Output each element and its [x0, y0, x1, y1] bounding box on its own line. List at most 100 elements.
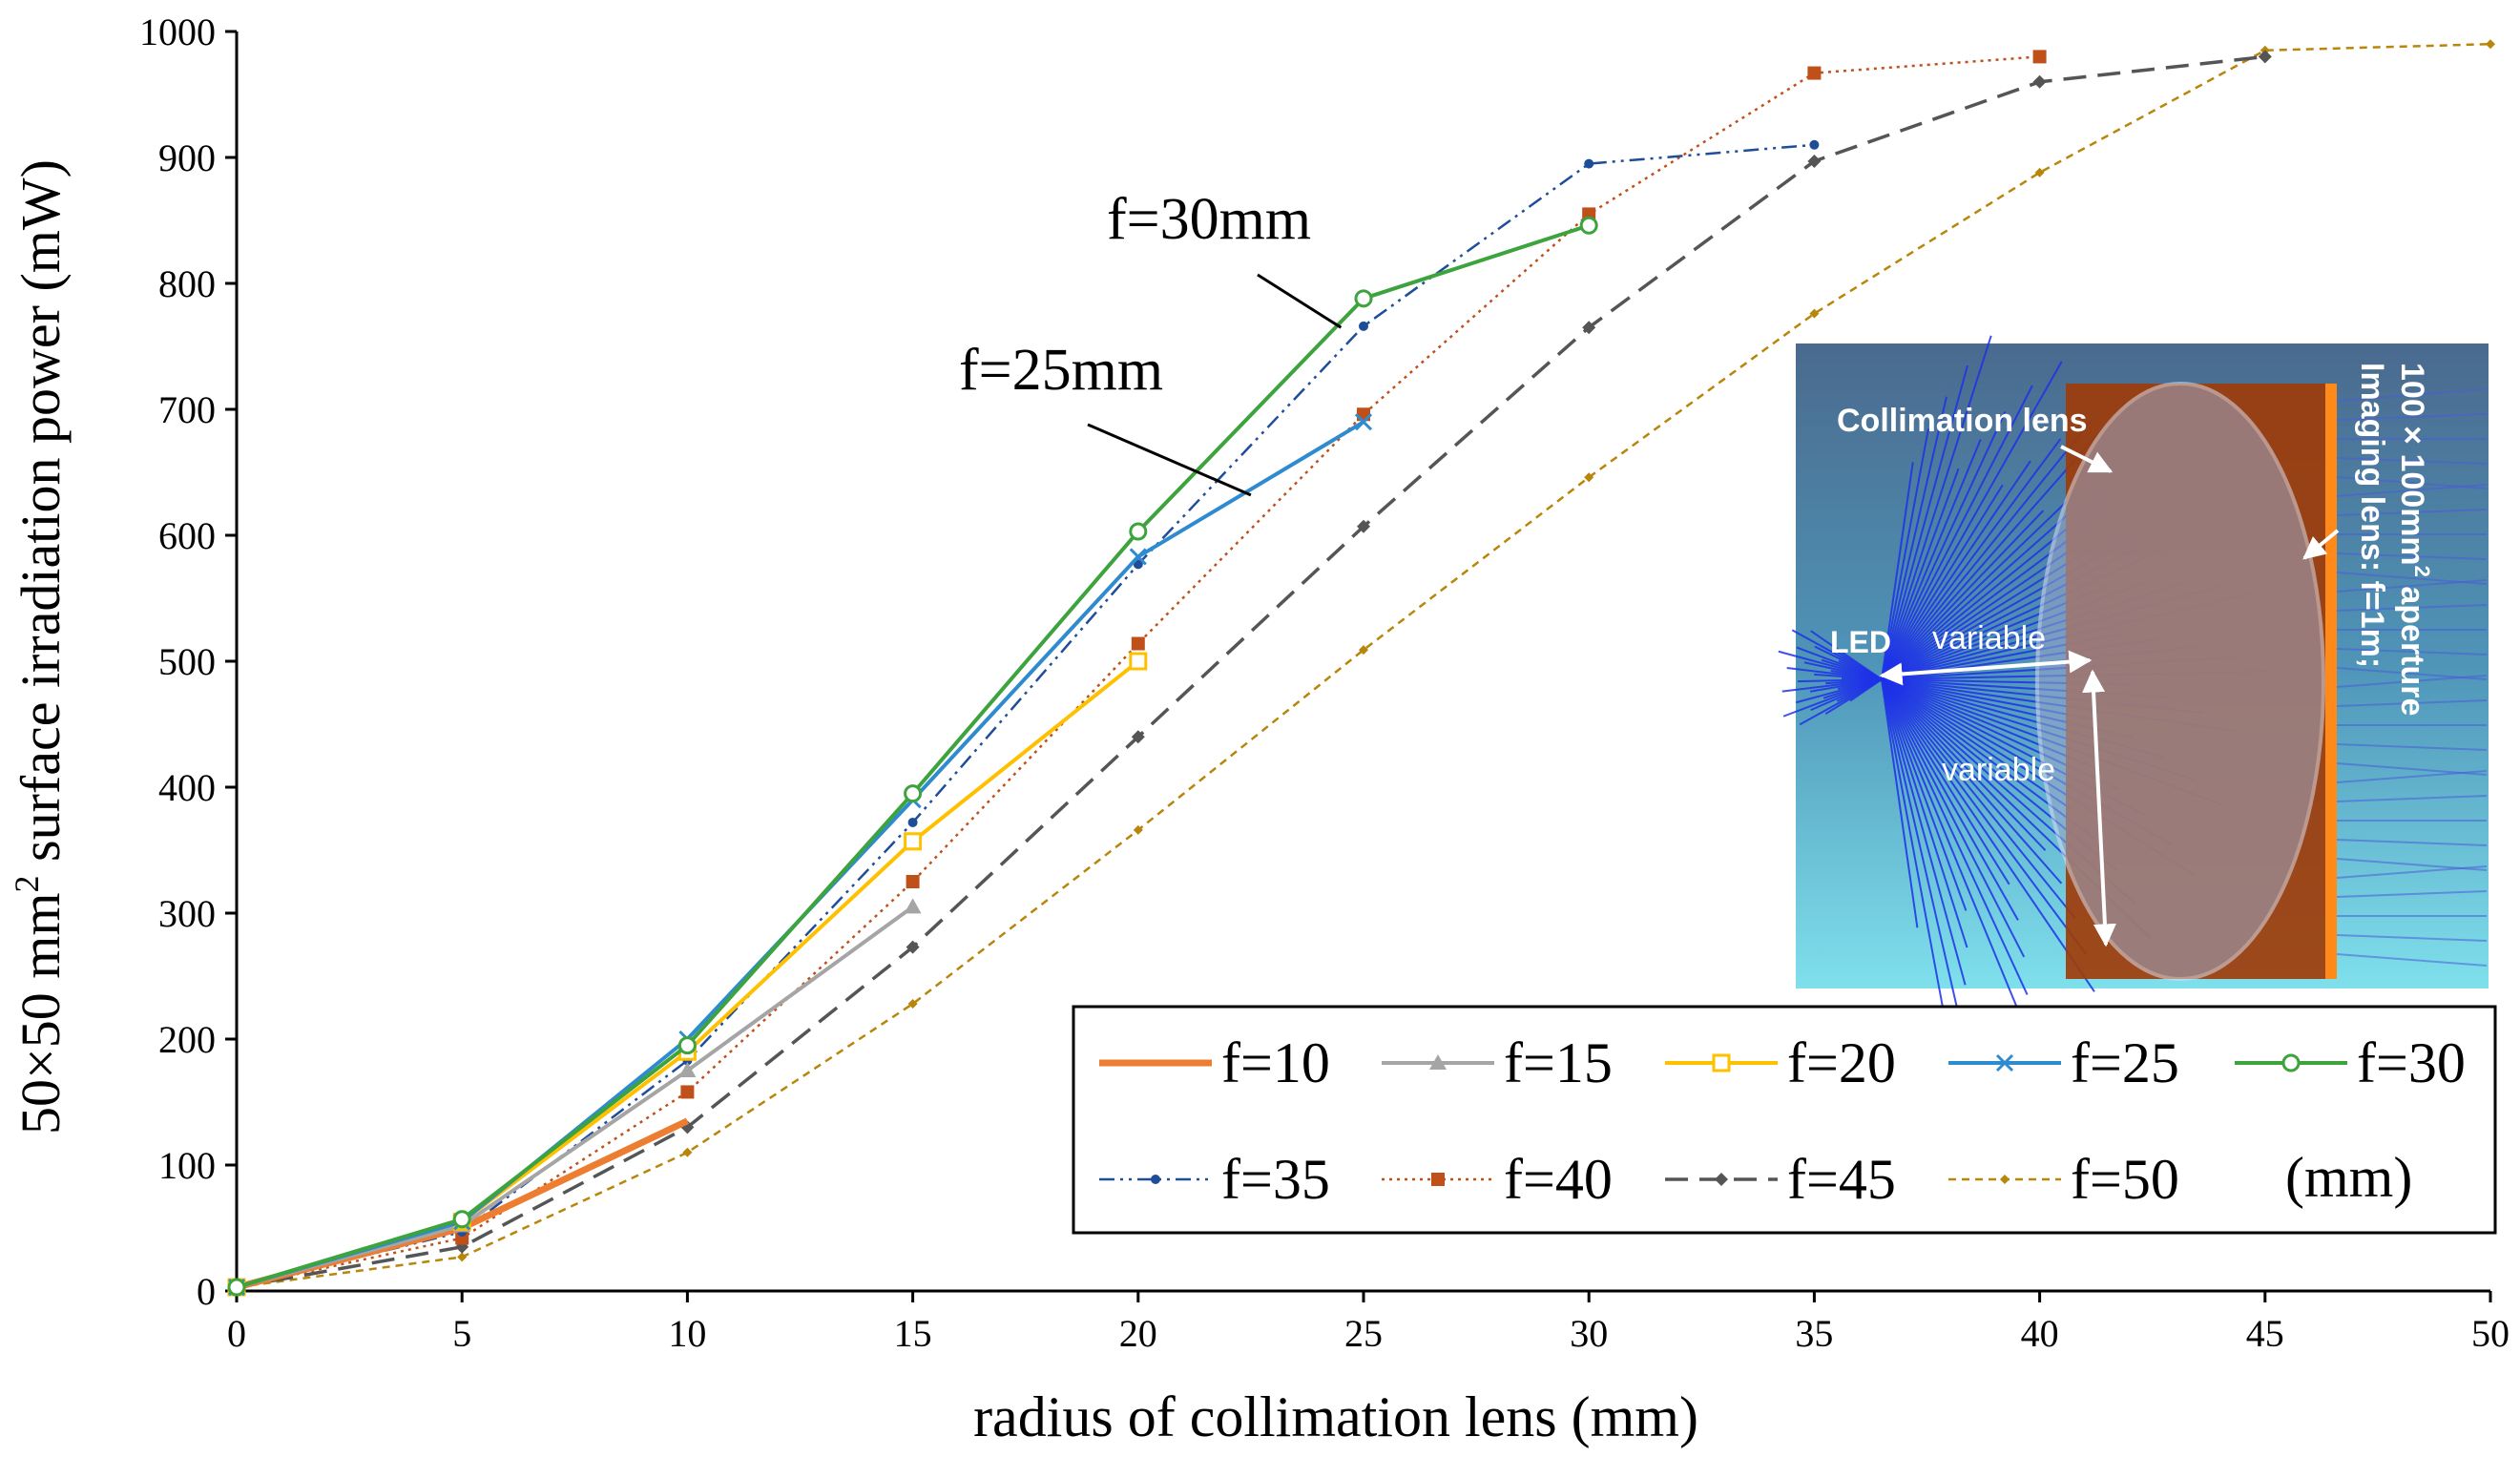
data-point-f20-20 — [1129, 652, 1148, 671]
data-point-f20-15 — [904, 832, 923, 851]
x-tick-label-45: 45 — [2246, 1312, 2284, 1355]
y-tick-label-200: 200 — [158, 1018, 216, 1061]
collimation-lens-shape — [2035, 382, 2325, 981]
inset-ray-5 — [1881, 468, 1960, 680]
inset-out-ray-6 — [2336, 509, 2488, 516]
data-point-f40-15 — [906, 875, 920, 888]
inset-out-ray-16 — [2336, 699, 2488, 707]
legend-item-f15: f=15 — [1382, 1031, 1613, 1094]
legend-item-f30: f=30 — [2235, 1031, 2466, 1094]
legend-marker-f25 — [1995, 1053, 2014, 1072]
data-point-f50-50 — [2486, 39, 2495, 50]
data-point-f50-15 — [907, 999, 918, 1009]
inset-out-ray-13 — [2336, 648, 2488, 656]
y-axis-title-main: 50×50 mm — [10, 892, 72, 1134]
inset-out-ray-21 — [2336, 795, 2488, 802]
inset-ray-60 — [1881, 678, 2019, 921]
inset-ray-57 — [1881, 678, 2088, 955]
collimation-pointer-arrow — [2060, 445, 2114, 473]
inset-ray-49 — [1881, 678, 2074, 812]
inset-out-ray-20 — [2336, 770, 2488, 783]
annotation-f25-label: f=25mm — [959, 338, 1163, 403]
legend-label-f10: f=10 — [1221, 1031, 1330, 1094]
x-tick-label-10: 10 — [668, 1312, 706, 1355]
inset-out-ray-23 — [2336, 839, 2488, 846]
data-point-f40-40 — [2032, 50, 2047, 64]
data-point-f35-35 — [1809, 139, 1820, 150]
inset-ray-55 — [1881, 678, 2063, 885]
inset-ray-11 — [1881, 460, 2031, 680]
series-line-f35 — [236, 143, 1815, 1289]
inset-ray-56 — [1881, 678, 2076, 919]
imaging-lens-label-line2: 100 × 100mm2 aperture — [2394, 363, 2434, 716]
legend-item-f20: f=20 — [1665, 1031, 1896, 1094]
legend-marker-f40 — [1431, 1173, 1445, 1186]
inset-ray-58 — [1881, 678, 2095, 992]
variable-horizontal-label: variable — [1932, 620, 2046, 656]
legend-label-f50: f=50 — [2071, 1148, 2179, 1211]
legend-box — [1072, 1005, 2497, 1235]
data-point-f35-30 — [1584, 158, 1594, 169]
data-point-f30-5 — [452, 1210, 471, 1229]
series-layer — [227, 39, 2495, 1297]
led-label: LED — [1830, 625, 1891, 659]
legend-marker-f30 — [2281, 1053, 2301, 1072]
inset-out-ray-3 — [2336, 457, 2488, 465]
legend-marker-f45 — [1715, 1173, 1728, 1186]
y-tick-label-400: 400 — [158, 766, 216, 809]
data-point-f50-25 — [1359, 645, 1368, 656]
imaging-lens-label-2b: aperture — [2394, 577, 2430, 717]
imaging-lens-edge — [2325, 384, 2337, 979]
inset-ray-2 — [1881, 396, 1947, 680]
data-point-f40-10 — [680, 1085, 695, 1099]
series-f20 — [227, 652, 1148, 1297]
imaging-lens-label-line1: Imaging lens: f=1m; — [2354, 363, 2390, 668]
y-tick-label-500: 500 — [158, 640, 216, 683]
series-f45 — [230, 50, 2272, 1295]
y-tick-label-300: 300 — [158, 892, 216, 935]
legend-item-f40: f=40 — [1382, 1148, 1613, 1211]
x-axis-title: radius of collimation lens (mm) — [973, 1385, 1698, 1448]
y-axis-title-rest: surface irradiation power (mW) — [10, 159, 72, 875]
legend-label-f20: f=20 — [1787, 1031, 1896, 1094]
data-point-f45-30 — [1582, 321, 1596, 335]
y-tick-label-900: 900 — [158, 136, 216, 179]
inset-ray-61 — [1881, 678, 2026, 958]
collimation-lens-label: Collimation lens — [1837, 403, 2088, 439]
inset-ray-69 — [1881, 678, 1919, 928]
data-point-f50-20 — [1133, 824, 1143, 835]
x-tick-label-35: 35 — [1795, 1312, 1833, 1355]
data-point-f40-35 — [1807, 66, 1822, 80]
imaging-lens-label-2sup: 2 — [2410, 566, 2434, 577]
inset-out-ray-15 — [2336, 675, 2488, 688]
inset-out-ray-29 — [2336, 953, 2488, 967]
series-f30 — [227, 216, 1598, 1297]
legend-label-f25: f=25 — [2071, 1031, 2179, 1094]
series-f15 — [228, 898, 922, 1295]
series-line-f45 — [236, 54, 2265, 1289]
data-point-f30-25 — [1354, 289, 1373, 308]
x-tick-label-40: 40 — [2021, 1312, 2059, 1355]
x-tick-label-25: 25 — [1344, 1312, 1383, 1355]
data-point-f50-40 — [2034, 167, 2045, 177]
inset-out-ray-1 — [2336, 413, 2488, 421]
inset-ray-10 — [1881, 484, 2004, 680]
x-tick-label-50: 50 — [2471, 1312, 2510, 1355]
inset-out-ray-8 — [2336, 552, 2488, 560]
variable-horizontal-arrow — [1879, 650, 2093, 686]
y-tick-label-1000: 1000 — [139, 10, 216, 53]
imaging-lens-label-2a: 100 × 100mm — [2394, 363, 2430, 566]
inset-ray-66 — [1881, 678, 1967, 986]
series-line-f50 — [236, 42, 2491, 1289]
inset-ray-6 — [1881, 439, 1982, 680]
inset-ray-65 — [1881, 678, 1968, 948]
inset-ray-3 — [1881, 364, 1968, 680]
y-axis-title: 50×50 mm2 surface irradiation power (mW) — [8, 159, 72, 1134]
inset-ray-9 — [1881, 361, 2063, 680]
legend-item-f50: f=50 — [1948, 1148, 2179, 1211]
data-point-f30-20 — [1129, 522, 1148, 541]
data-point-f50-10 — [682, 1147, 693, 1157]
inset-diagram: Collimation lens LED variable variable I… — [1778, 335, 2489, 1061]
data-point-f35-15 — [907, 817, 918, 827]
